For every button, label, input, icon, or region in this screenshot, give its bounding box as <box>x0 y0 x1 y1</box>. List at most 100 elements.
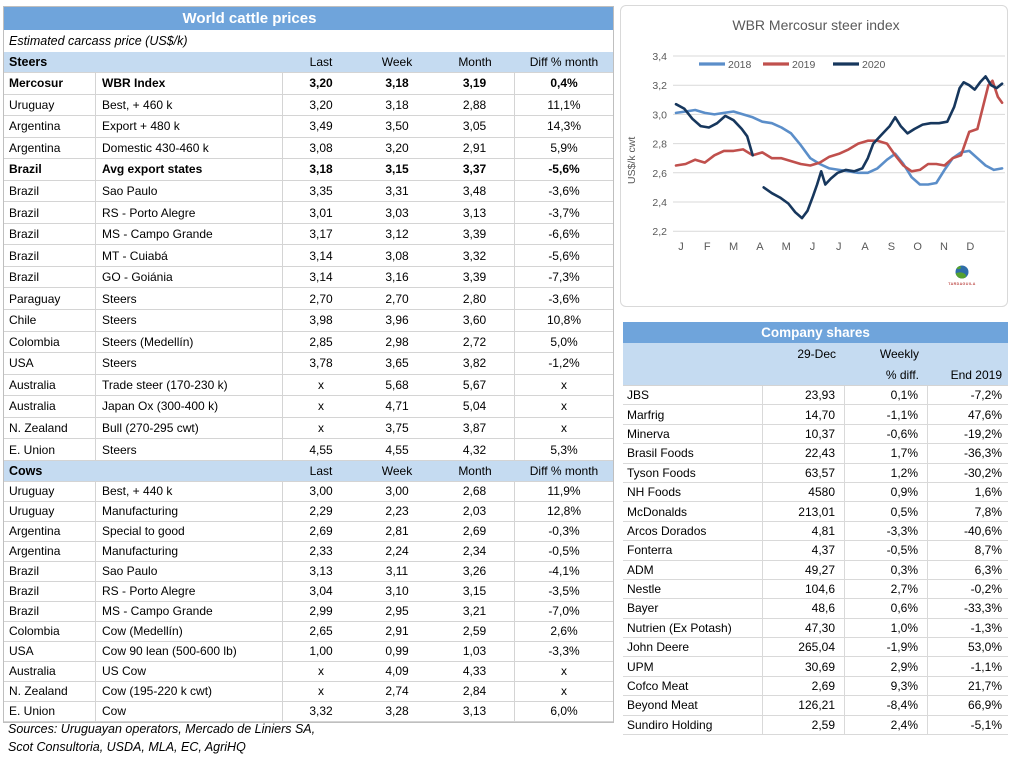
column-header-date: 29-Dec <box>797 346 836 361</box>
share-price: 10,37 <box>763 424 845 444</box>
weekly-diff: 0,3% <box>845 560 928 579</box>
section-label-cows: Cows <box>9 463 43 478</box>
diff-value: -3,6% <box>548 291 580 306</box>
category-cell: MT - Cuiabá <box>96 245 283 266</box>
price-row: Argentina Domestic 430-460 k 3,08 3,20 2… <box>4 137 613 160</box>
company-row: NH Foods 4580 0,9% 1,6% <box>623 482 1008 503</box>
company-table-title: Company shares <box>623 322 1008 343</box>
week-value: 3,20 <box>385 140 409 155</box>
share-price: 4,81 <box>763 521 845 541</box>
category-cell: Steers <box>96 288 283 310</box>
last-value: 3,01 <box>309 205 333 220</box>
week-value: 3,10 <box>385 584 409 599</box>
month-value: 3,05 <box>435 116 515 137</box>
category-cell: MS - Campo Grande <box>96 601 283 621</box>
last-value: x <box>318 664 324 679</box>
diff-value: x <box>561 664 567 679</box>
x-tick-label: S <box>888 241 895 253</box>
legend-label-2020: 2020 <box>862 59 886 71</box>
category-cell: Cow (Medellín) <box>96 621 283 641</box>
week-value: 3,50 <box>385 119 409 134</box>
diff-value: -1,2% <box>548 356 580 371</box>
weekly-diff: 2,9% <box>845 657 928 676</box>
last-value: 3,13 <box>309 564 333 579</box>
country-cell: Brazil <box>4 266 96 288</box>
x-tick-label: A <box>861 241 869 253</box>
share-price: 4580 <box>763 482 845 502</box>
company-row: Sundiro Holding 2,59 2,4% -5,1% <box>623 715 1008 736</box>
diff-value: -3,5% <box>548 584 580 599</box>
share-price: 30,69 <box>763 657 845 676</box>
company-name: Arcos Dorados <box>623 521 763 541</box>
company-row: Beyond Meat 126,21 -8,4% 66,9% <box>623 696 1008 716</box>
company-shares-table: Company shares 29-Dec Weekly % diff. End… <box>623 322 1008 736</box>
country-cell: Brazil <box>4 202 96 223</box>
company-row: Tyson Foods 63,57 1,2% -30,2% <box>623 463 1008 483</box>
last-value: 3,49 <box>309 119 333 134</box>
weekly-diff: -3,3% <box>845 521 928 541</box>
price-row: USA Cow 90 lean (500-600 lb) 1,00 0,99 1… <box>4 641 613 662</box>
price-row: Argentina Manufacturing 2,33 2,24 2,34 -… <box>4 541 613 562</box>
month-value: 4,32 <box>435 439 515 460</box>
legend-label-2018: 2018 <box>728 59 752 71</box>
month-value: 4,33 <box>435 661 515 681</box>
category-cell: Trade steer (170-230 k) <box>96 374 283 396</box>
end-2019-diff: 1,6% <box>974 485 1002 500</box>
column-header-pct-diff: % diff. <box>885 367 919 382</box>
week-value: 0,99 <box>385 644 409 659</box>
diff-value: 0,4% <box>550 76 578 91</box>
week-value: 4,71 <box>385 399 409 414</box>
steer-index-chart-panel: 3,4 3,2 3,0 2,8 2,6 2,4 2,2 J F M A M J J A S O N D WBR Mer… <box>620 5 1008 307</box>
company-name: John Deere <box>623 638 763 657</box>
week-value: 3,00 <box>385 484 409 499</box>
last-value: 3,20 <box>309 97 333 112</box>
diff-value: -6,6% <box>548 227 580 242</box>
price-row: Uruguay Manufacturing 2,29 2,23 2,03 12,… <box>4 501 613 522</box>
week-value: 2,81 <box>385 524 409 539</box>
country-cell: Brazil <box>4 223 96 245</box>
last-value: 2,65 <box>309 624 333 639</box>
week-value: 3,03 <box>385 205 409 220</box>
diff-value: x <box>561 421 567 436</box>
diff-value: -3,6% <box>548 184 580 198</box>
week-value: 3,18 <box>385 97 409 112</box>
country-cell: Brazil <box>4 581 96 601</box>
last-value: 1,00 <box>309 644 333 659</box>
category-cell: Special to good <box>96 521 283 541</box>
table-title: World cattle prices <box>4 7 613 30</box>
diff-value: 11,1% <box>547 97 581 112</box>
price-row: Australia Trade steer (170-230 k) x 5,68… <box>4 374 613 397</box>
price-row: Mercosur WBR Index 3,20 3,18 3,19 0,4% <box>4 73 613 95</box>
company-name: Fonterra <box>623 541 763 560</box>
x-tick-label: J <box>810 241 816 253</box>
share-price: 49,27 <box>763 560 845 579</box>
price-row: N. Zealand Cow (195-220 k cwt) x 2,74 2,… <box>4 681 613 702</box>
country-cell: Brazil <box>4 180 96 202</box>
company-row: Fonterra 4,37 -0,5% 8,7% <box>623 541 1008 561</box>
company-name: Sundiro Holding <box>623 715 763 735</box>
world-cattle-prices-table: World cattle prices Estimated carcass pr… <box>3 6 614 723</box>
weekly-diff: 1,7% <box>845 444 928 463</box>
diff-value: 6,0% <box>550 704 578 719</box>
week-value: 3,65 <box>385 356 409 371</box>
x-tick-label: F <box>704 241 711 253</box>
price-row: Brazil Sao Paulo 3,35 3,31 3,48 -3,6% <box>4 180 613 203</box>
steers-header-row: Steers Last Week Month Diff % month <box>4 52 613 73</box>
month-value: 2,88 <box>435 94 515 116</box>
price-row: Brazil RS - Porto Alegre 3,04 3,10 3,15 … <box>4 581 613 602</box>
country-cell: Paraguay <box>4 288 96 310</box>
end-2019-diff: 66,9% <box>967 698 1002 713</box>
last-value: x <box>318 684 324 699</box>
category-cell: Cow <box>96 701 283 721</box>
price-row: Colombia Steers (Medellín) 2,85 2,98 2,7… <box>4 331 613 354</box>
sources-line-1: Sources: Uruguayan operators, Mercado de… <box>8 722 316 736</box>
series-line-2020 <box>762 75 1004 220</box>
last-value: 3,35 <box>309 184 333 198</box>
week-value: 2,91 <box>385 624 409 639</box>
category-cell: US Cow <box>96 661 283 681</box>
weekly-diff: 1,2% <box>845 463 928 482</box>
month-value: 3,15 <box>435 581 515 601</box>
week-value: 3,31 <box>385 184 409 198</box>
week-value: 3,16 <box>385 270 409 285</box>
diff-value: x <box>561 377 567 392</box>
